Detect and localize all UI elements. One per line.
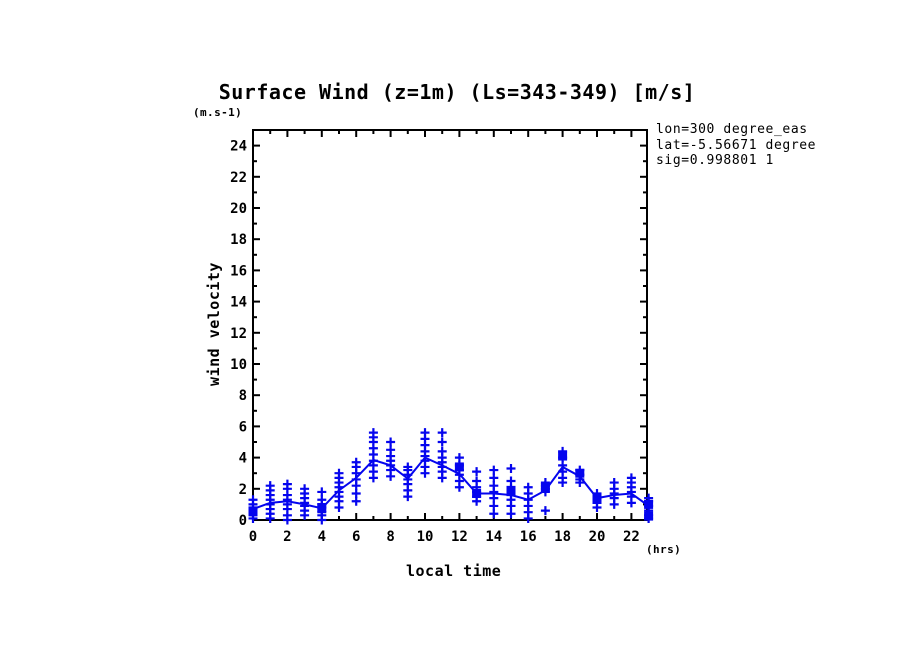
plus-marker: [386, 437, 396, 447]
plus-marker: [420, 428, 430, 438]
svg-text:12: 12: [451, 529, 468, 545]
plus-marker: [282, 479, 292, 489]
svg-text:6: 6: [352, 529, 360, 545]
svg-text:0: 0: [249, 529, 257, 545]
svg-text:16: 16: [520, 529, 537, 545]
square-marker: [644, 499, 654, 509]
plus-marker: [386, 445, 396, 455]
svg-text:22: 22: [230, 170, 247, 186]
plus-marker: [523, 482, 533, 492]
x-axis-title: local time: [406, 562, 502, 580]
svg-text:6: 6: [239, 419, 247, 435]
svg-text:18: 18: [230, 232, 247, 248]
plus-marker: [351, 488, 361, 498]
square-marker: [506, 485, 516, 495]
annotation-sig: sig=0.998801 1: [656, 153, 774, 168]
plus-marker: [334, 468, 344, 478]
annotation-lat: lat=-5.56671 degree: [656, 137, 817, 153]
square-marker: [248, 506, 258, 516]
svg-text:12: 12: [230, 326, 247, 342]
x-tick-labels: 0 2 4 6 8 10 12 14 16 18 20 22: [249, 529, 640, 545]
y-units-label: (m.s-1): [193, 106, 243, 119]
svg-text:22: 22: [623, 529, 640, 545]
plus-marker: [506, 509, 516, 519]
svg-text:8: 8: [239, 388, 247, 404]
plus-marker: [454, 453, 464, 463]
plus-marker: [489, 501, 499, 511]
plus-marker: [472, 467, 482, 477]
svg-text:16: 16: [230, 263, 247, 279]
svg-text:0: 0: [239, 513, 247, 529]
plus-marker: [437, 446, 447, 456]
chart-title: Surface Wind (z=1m) (Ls=343-349) [m/s]: [218, 80, 696, 104]
plus-marker: [317, 495, 327, 505]
plus-marker: [540, 506, 550, 516]
svg-text:10: 10: [417, 529, 434, 545]
plus-marker: [506, 476, 516, 486]
svg-text:2: 2: [239, 482, 247, 498]
plus-marker: [609, 478, 619, 488]
svg-text:18: 18: [554, 529, 571, 545]
scatter-points: [248, 428, 654, 525]
annotation-lon: lon=300 degree_eas: [656, 122, 808, 137]
svg-text:4: 4: [318, 529, 326, 545]
plus-marker: [351, 457, 361, 467]
svg-text:8: 8: [386, 529, 394, 545]
plus-marker: [248, 495, 258, 505]
plus-marker: [489, 509, 499, 519]
axis-ticks: [252, 130, 647, 520]
square-markers: [248, 451, 654, 521]
y-axis-title: wind velocity: [205, 262, 223, 386]
x-units-label: (hrs): [646, 543, 682, 556]
square-marker: [575, 468, 585, 478]
plus-marker: [437, 428, 447, 438]
svg-text:14: 14: [230, 295, 247, 311]
mean-line: [252, 456, 650, 511]
svg-text:14: 14: [485, 529, 502, 545]
plus-marker: [506, 464, 516, 474]
annotation-block: lon=300 degree_eas lat=-5.56671 degree s…: [656, 122, 816, 169]
plus-marker: [626, 473, 636, 483]
square-marker: [644, 511, 654, 521]
plus-marker: [351, 496, 361, 506]
square-marker: [454, 462, 464, 472]
svg-text:10: 10: [230, 357, 247, 373]
plus-marker: [317, 487, 327, 497]
square-marker: [558, 451, 568, 461]
plus-marker: [472, 476, 482, 486]
plus-marker: [368, 428, 378, 438]
plus-marker: [489, 465, 499, 475]
svg-text:20: 20: [589, 529, 606, 545]
plus-marker: [403, 462, 413, 472]
svg-text:2: 2: [283, 529, 291, 545]
plus-marker: [437, 437, 447, 447]
svg-text:24: 24: [230, 139, 247, 155]
plus-marker: [489, 481, 499, 491]
plot-frame: [252, 129, 648, 521]
plus-marker: [300, 484, 310, 494]
square-marker: [540, 482, 550, 492]
svg-text:20: 20: [230, 201, 247, 217]
svg-text:4: 4: [239, 451, 247, 467]
plus-marker: [489, 473, 499, 483]
plus-marker: [265, 481, 275, 491]
